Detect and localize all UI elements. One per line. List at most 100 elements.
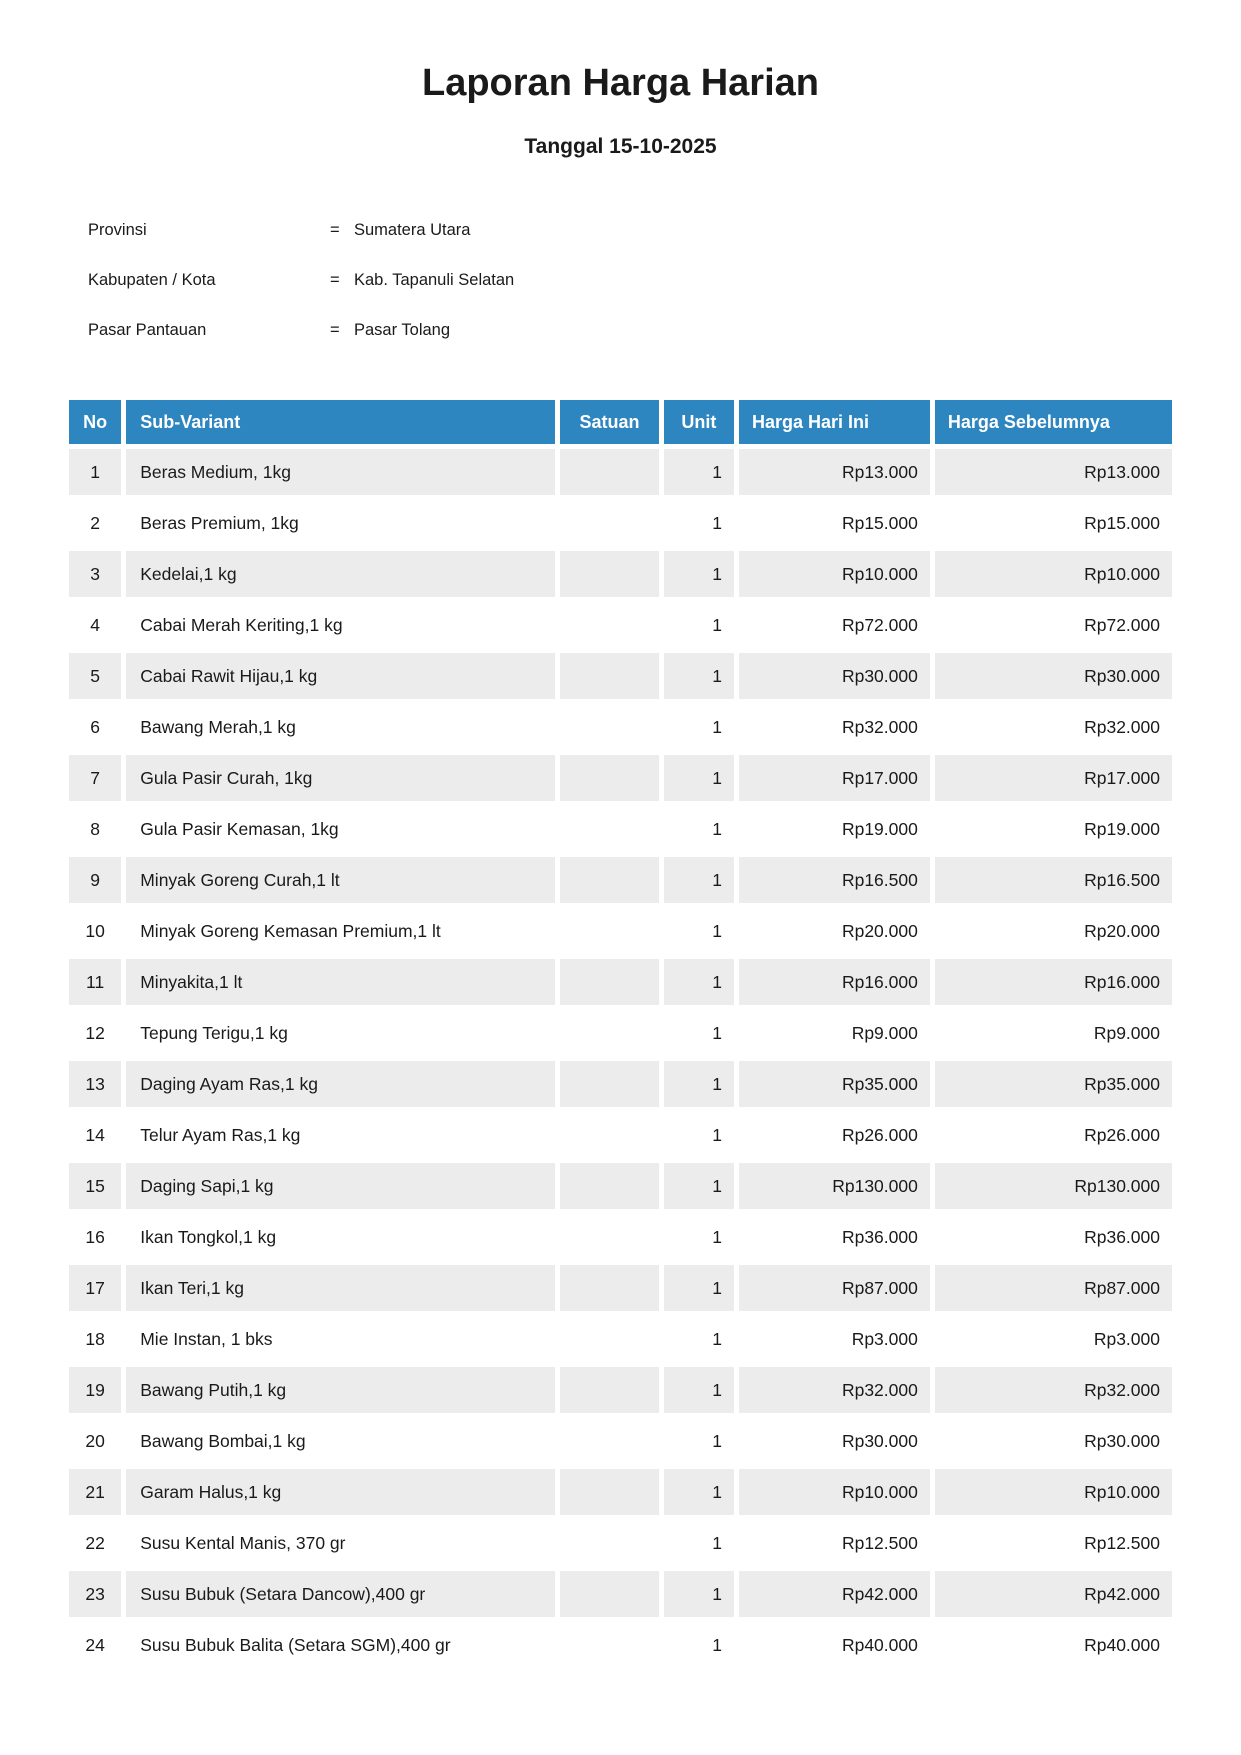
table-row: 16 Ikan Tongkol,1 kg 1 Rp36.000 Rp36.000	[69, 1214, 1172, 1260]
cell-sub-variant: Minyak Goreng Kemasan Premium,1 lt	[126, 908, 556, 954]
cell-harga-hari-ini: Rp16.500	[738, 857, 930, 903]
cell-harga-sebelumnya: Rp32.000	[934, 1367, 1172, 1413]
cell-harga-sebelumnya: Rp10.000	[934, 551, 1172, 597]
cell-sub-variant: Beras Medium, 1kg	[126, 449, 556, 495]
column-header-sub-variant: Sub-Variant	[126, 400, 556, 444]
cell-harga-sebelumnya: Rp13.000	[934, 449, 1172, 495]
cell-no: 7	[69, 755, 122, 801]
table-row: 17 Ikan Teri,1 kg 1 Rp87.000 Rp87.000	[69, 1265, 1172, 1311]
cell-unit: 1	[663, 1214, 734, 1260]
cell-harga-sebelumnya: Rp16.500	[934, 857, 1172, 903]
cell-sub-variant: Cabai Merah Keriting,1 kg	[126, 602, 556, 648]
table-row: 2 Beras Premium, 1kg 1 Rp15.000 Rp15.000	[69, 500, 1172, 546]
cell-satuan	[560, 1571, 659, 1617]
cell-no: 6	[69, 704, 122, 750]
cell-sub-variant: Tepung Terigu,1 kg	[126, 1010, 556, 1056]
cell-harga-sebelumnya: Rp19.000	[934, 806, 1172, 852]
cell-sub-variant: Telur Ayam Ras,1 kg	[126, 1112, 556, 1158]
cell-harga-hari-ini: Rp72.000	[738, 602, 930, 648]
cell-no: 19	[69, 1367, 122, 1413]
cell-harga-sebelumnya: Rp32.000	[934, 704, 1172, 750]
cell-sub-variant: Daging Ayam Ras,1 kg	[126, 1061, 556, 1107]
table-row: 8 Gula Pasir Kemasan, 1kg 1 Rp19.000 Rp19.00…	[69, 806, 1172, 852]
cell-harga-hari-ini: Rp20.000	[738, 908, 930, 954]
cell-satuan	[560, 908, 659, 954]
cell-harga-sebelumnya: Rp130.000	[934, 1163, 1172, 1209]
cell-satuan	[560, 1469, 659, 1515]
cell-harga-sebelumnya: Rp87.000	[934, 1265, 1172, 1311]
cell-harga-hari-ini: Rp30.000	[738, 1418, 930, 1464]
cell-harga-sebelumnya: Rp26.000	[934, 1112, 1172, 1158]
column-header-no: No	[69, 400, 122, 444]
cell-harga-hari-ini: Rp13.000	[738, 449, 930, 495]
equals-sign: =	[330, 320, 340, 339]
cell-unit: 1	[663, 1163, 734, 1209]
info-row-kabupaten-kota: Kabupaten / Kota = Kab. Tapanuli Selatan	[88, 255, 1241, 305]
cell-sub-variant: Daging Sapi,1 kg	[126, 1163, 556, 1209]
cell-harga-sebelumnya: Rp16.000	[934, 959, 1172, 1005]
cell-no: 24	[69, 1622, 122, 1668]
table-row: 21 Garam Halus,1 kg 1 Rp10.000 Rp10.000	[69, 1469, 1172, 1515]
cell-harga-hari-ini: Rp40.000	[738, 1622, 930, 1668]
table-body: 1 Beras Medium, 1kg 1 Rp13.000 Rp13.000 2 Bera…	[69, 449, 1172, 1668]
cell-unit: 1	[663, 653, 734, 699]
cell-no: 3	[69, 551, 122, 597]
cell-no: 11	[69, 959, 122, 1005]
cell-sub-variant: Kedelai,1 kg	[126, 551, 556, 597]
cell-sub-variant: Bawang Bombai,1 kg	[126, 1418, 556, 1464]
column-header-satuan: Satuan	[560, 400, 659, 444]
table-row: 19 Bawang Putih,1 kg 1 Rp32.000 Rp32.000	[69, 1367, 1172, 1413]
cell-harga-hari-ini: Rp3.000	[738, 1316, 930, 1362]
cell-satuan	[560, 1010, 659, 1056]
table-header-row: No Sub-Variant Satuan Unit Harga Hari Ini Har…	[69, 400, 1172, 444]
table-row: 9 Minyak Goreng Curah,1 lt 1 Rp16.500 Rp16.5…	[69, 857, 1172, 903]
info-value: Sumatera Utara	[354, 220, 471, 239]
cell-sub-variant: Gula Pasir Curah, 1kg	[126, 755, 556, 801]
cell-unit: 1	[663, 1010, 734, 1056]
cell-no: 20	[69, 1418, 122, 1464]
cell-harga-hari-ini: Rp9.000	[738, 1010, 930, 1056]
cell-no: 8	[69, 806, 122, 852]
cell-harga-sebelumnya: Rp30.000	[934, 1418, 1172, 1464]
cell-harga-sebelumnya: Rp17.000	[934, 755, 1172, 801]
cell-harga-hari-ini: Rp17.000	[738, 755, 930, 801]
info-block: Provinsi = Sumatera Utara Kabupaten / Ko…	[88, 205, 1241, 355]
cell-harga-sebelumnya: Rp9.000	[934, 1010, 1172, 1056]
price-table: No Sub-Variant Satuan Unit Harga Hari Ini Har…	[64, 395, 1177, 1673]
cell-unit: 1	[663, 1316, 734, 1362]
cell-harga-sebelumnya: Rp15.000	[934, 500, 1172, 546]
page-title: Laporan Harga Harian	[422, 62, 819, 104]
cell-no: 21	[69, 1469, 122, 1515]
cell-satuan	[560, 857, 659, 903]
cell-harga-hari-ini: Rp16.000	[738, 959, 930, 1005]
cell-sub-variant: Cabai Rawit Hijau,1 kg	[126, 653, 556, 699]
cell-unit: 1	[663, 449, 734, 495]
cell-satuan	[560, 704, 659, 750]
table-row: 18 Mie Instan, 1 bks 1 Rp3.000 Rp3.000	[69, 1316, 1172, 1362]
cell-harga-sebelumnya: Rp3.000	[934, 1316, 1172, 1362]
cell-unit: 1	[663, 1265, 734, 1311]
cell-sub-variant: Susu Kental Manis, 370 gr	[126, 1520, 556, 1566]
cell-satuan	[560, 500, 659, 546]
cell-satuan	[560, 959, 659, 1005]
cell-satuan	[560, 806, 659, 852]
cell-no: 1	[69, 449, 122, 495]
table-row: 23 Susu Bubuk (Setara Dancow),400 gr 1 Rp42…	[69, 1571, 1172, 1617]
cell-sub-variant: Susu Bubuk (Setara Dancow),400 gr	[126, 1571, 556, 1617]
equals-sign: =	[330, 220, 340, 239]
cell-no: 17	[69, 1265, 122, 1311]
cell-no: 14	[69, 1112, 122, 1158]
info-value: Pasar Tolang	[354, 320, 451, 339]
cell-sub-variant: Ikan Teri,1 kg	[126, 1265, 556, 1311]
cell-unit: 1	[663, 551, 734, 597]
cell-satuan	[560, 1520, 659, 1566]
cell-sub-variant: Susu Bubuk Balita (Setara SGM),400 gr	[126, 1622, 556, 1668]
table-row: 6 Bawang Merah,1 kg 1 Rp32.000 Rp32.000	[69, 704, 1172, 750]
table-row: 5 Cabai Rawit Hijau,1 kg 1 Rp30.000 Rp30.000	[69, 653, 1172, 699]
cell-satuan	[560, 1622, 659, 1668]
column-header-harga-hari-ini: Harga Hari Ini	[738, 400, 930, 444]
cell-sub-variant: Minyak Goreng Curah,1 lt	[126, 857, 556, 903]
cell-harga-sebelumnya: Rp42.000	[934, 1571, 1172, 1617]
cell-no: 2	[69, 500, 122, 546]
table-row: 24 Susu Bubuk Balita (Setara SGM),400 gr 1…	[69, 1622, 1172, 1668]
